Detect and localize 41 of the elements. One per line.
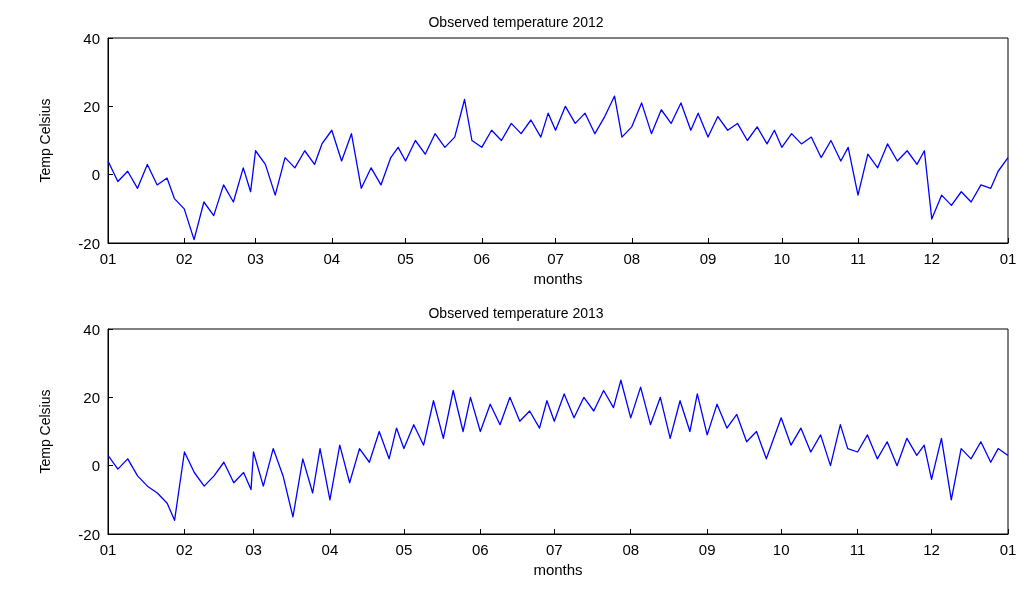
x-tick-label: 02 [176, 541, 193, 558]
x-tick-label: 05 [397, 250, 414, 267]
x-tick-label: 08 [623, 250, 641, 267]
y-tick-label: 20 [83, 97, 100, 115]
x-tick-label: 06 [473, 250, 491, 267]
y-tick-label: 20 [83, 388, 100, 406]
x-tick-label: 10 [772, 541, 790, 558]
chart-title: Observed temperature 2012 [428, 14, 604, 30]
x-tick-label: 09 [698, 541, 716, 558]
x-tick-label: 02 [175, 250, 193, 267]
x-tick-label: 08 [622, 541, 640, 558]
x-tick-label: 10 [773, 250, 791, 267]
y-tick-label: -20 [78, 234, 100, 252]
x-tick-label: 01 [99, 541, 117, 558]
y-axis-title: Temp Celsius [37, 389, 53, 474]
x-tick-label: 03 [247, 250, 264, 267]
x-tick-label: 01 [99, 250, 117, 267]
y-tick-label: 0 [91, 457, 100, 475]
x-tick-label: 12 [923, 250, 941, 267]
x-axis-title: months [533, 269, 583, 287]
x-tick-label: 11 [849, 541, 866, 558]
x-tick-label: 04 [321, 541, 339, 558]
x-tick-label: 01 [999, 541, 1017, 558]
x-tick-label: 07 [547, 250, 564, 267]
y-axis-title: Temp Celsius [37, 98, 53, 183]
x-tick-label: 04 [323, 250, 341, 267]
line-series [107, 379, 1009, 521]
x-tick-label: 12 [923, 541, 940, 558]
x-tick-label: 09 [699, 250, 717, 267]
x-tick-label: 03 [245, 541, 262, 558]
x-tick-label: 07 [545, 541, 563, 558]
x-axis-title: months [533, 560, 583, 578]
chart-title: Observed temperature 2013 [428, 305, 604, 321]
y-tick-label: 40 [83, 320, 100, 338]
x-tick-label: 06 [471, 541, 489, 558]
y-tick-label: 40 [83, 29, 100, 47]
y-tick-label: 0 [91, 166, 100, 184]
y-tick-label: -20 [78, 525, 100, 543]
x-tick-label: 01 [999, 250, 1017, 267]
x-tick-label: 05 [395, 541, 413, 558]
x-tick-label: 11 [850, 250, 866, 267]
